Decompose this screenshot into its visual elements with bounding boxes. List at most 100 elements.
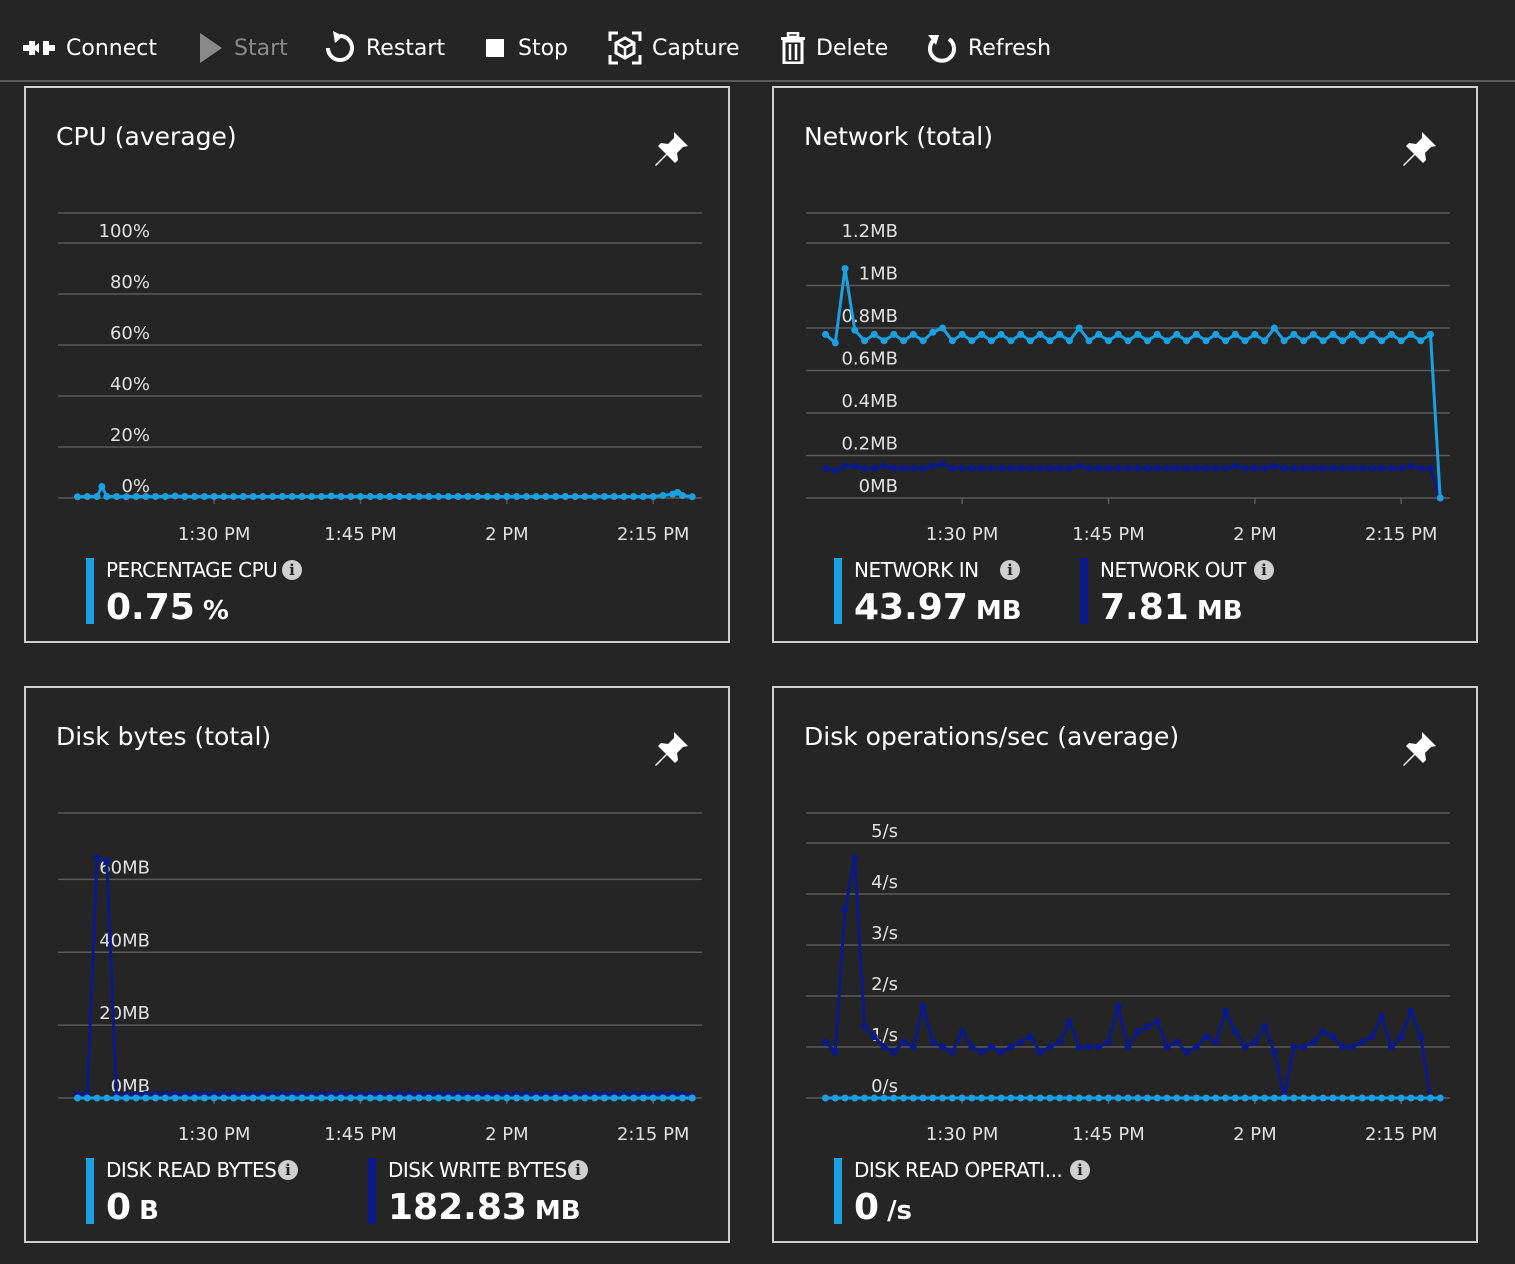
data-point [1104,337,1112,345]
data-point [890,464,898,472]
capture-button[interactable]: Capture [608,26,739,70]
refresh-button[interactable]: Refresh [926,26,1051,70]
data-point [98,483,106,491]
data-point [909,1094,917,1102]
data-point [919,1094,927,1102]
data-point [356,492,364,500]
data-point [376,492,384,500]
series-line [824,856,1441,1100]
info-icon[interactable]: i [1000,560,1020,580]
data-point [851,462,859,470]
data-point [317,492,325,500]
y-tick-label: 100% [99,221,150,242]
restart-button[interactable]: Restart [324,26,445,70]
info-icon[interactable]: i [568,1160,588,1180]
stop-icon [486,39,504,57]
data-point [870,1094,878,1102]
connect-button[interactable]: Connect [22,26,157,70]
data-point [308,1094,316,1102]
legend-name: DISK READ BYTES [106,1158,277,1182]
x-tick-label: 1:45 PM [324,1124,397,1145]
start-button[interactable]: Start [198,26,288,70]
info-icon[interactable]: i [1254,560,1274,580]
data-point [1358,464,1366,472]
refresh-label: Refresh [968,35,1052,61]
info-icon[interactable]: i [282,560,302,580]
data-point [929,1094,937,1102]
info-icon[interactable]: i [1070,1160,1090,1180]
data-point [1241,464,1249,472]
data-point [939,1094,947,1102]
data-point [1124,1043,1132,1051]
data-point [435,1094,443,1102]
data-point [900,1094,908,1102]
data-point [552,492,560,500]
data-point [259,492,267,500]
x-tick-label: 2 PM [485,524,529,545]
data-point [1378,464,1386,472]
data-point [122,493,130,501]
stop-button[interactable]: Stop [484,26,568,70]
disk-operations-panel[interactable]: 5/s 4/s 3/s 2/s 1/s 0/s 1:30 PM 1:45 PM 2 PM 2:15… [772,686,1478,1243]
data-point [1075,324,1083,332]
network-panel[interactable]: 1.2MB 1MB 0.8MB 0.6MB 0.4MB 0.2MB 0MB 1:30 PM 1:… [772,86,1478,643]
data-point [1095,464,1103,472]
data-point [93,854,101,862]
data-point [1104,1038,1112,1046]
data-point [356,1094,364,1102]
data-point [1036,330,1044,338]
data-point [493,492,501,500]
data-point [464,492,472,500]
data-point [317,1094,325,1102]
data-point [610,1094,618,1102]
data-point [1026,1094,1034,1102]
data-point [1270,1094,1278,1102]
pin-icon[interactable] [654,730,690,766]
info-icon[interactable]: i [278,1160,298,1180]
panel-title: Disk operations/sec (average) [804,722,1180,751]
data-point [1378,337,1386,345]
data-point [132,1094,140,1102]
pin-icon[interactable] [1402,730,1438,766]
legend-value: 43.97 MB [854,587,1022,628]
data-point [1261,1023,1269,1031]
legend-color-bar [86,1158,94,1224]
legend-value: 0.75% [106,587,229,628]
data-point [1202,464,1210,472]
data-point [1085,1043,1093,1051]
data-point [337,492,345,500]
data-point [1075,462,1083,470]
refresh-icon [928,35,956,63]
data-point [93,1094,101,1102]
data-point [552,1094,560,1102]
series-line [77,485,693,499]
y-tick-label: 0.6MB [841,349,898,370]
data-point [181,492,189,500]
data-point [620,1094,628,1102]
data-point [968,1094,976,1102]
data-point [93,492,101,500]
y-tick-label: 0MB [111,1076,150,1097]
delete-button[interactable]: Delete [780,26,888,70]
y-tick-label: 20% [110,425,150,446]
cpu-panel[interactable]: 100% 80% 60% 40% 20% 0% 1:30 PM 1:45 PM 2 PM 2:15… [24,86,730,643]
data-point [1339,464,1347,472]
data-point [610,492,618,500]
disk-bytes-panel[interactable]: 60MB 40MB 20MB 0MB 1:30 PM 1:45 PM 2 PM 2:15 PM… [24,686,730,1243]
data-point [1417,337,1425,345]
data-point [987,1043,995,1051]
data-point [532,492,540,500]
pin-icon[interactable] [654,130,690,166]
data-point [630,1094,638,1102]
data-point [1114,1002,1122,1010]
pin-icon[interactable] [1402,130,1438,166]
data-point [958,1094,966,1102]
data-point [1192,1094,1200,1102]
data-point [1426,464,1434,472]
connect-label: Connect [66,35,157,61]
stop-label: Stop [518,35,569,61]
data-point [1017,330,1025,338]
data-point [851,854,859,862]
data-point [1095,1043,1103,1051]
data-point [1231,330,1239,338]
